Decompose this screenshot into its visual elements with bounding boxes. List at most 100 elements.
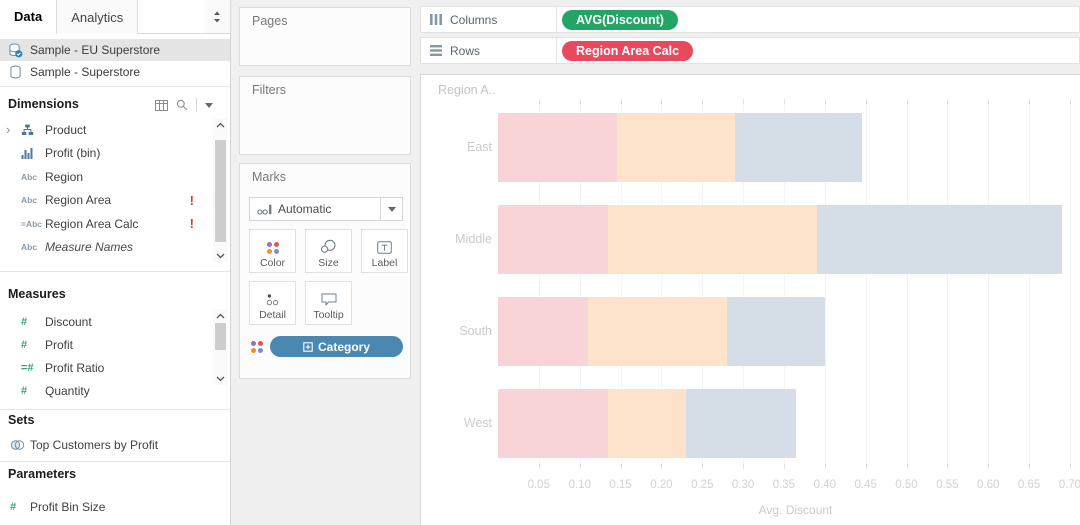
bar-row-east	[498, 113, 862, 182]
field-row-profit-bin[interactable]: Profit (bin)	[0, 142, 212, 166]
measures-list: #Discount#Profit=#Profit Ratio#Quantity#…	[0, 310, 212, 410]
scroll-up-icon[interactable]	[213, 118, 228, 131]
scroll-thumb[interactable]	[215, 323, 226, 350]
scroll-down-icon[interactable]	[213, 249, 228, 262]
filters-card[interactable]: Filters	[239, 76, 411, 155]
field-label: Measure Names	[45, 240, 134, 255]
abc-icon: Abc	[21, 171, 38, 182]
scroll-up-icon[interactable]	[213, 309, 228, 322]
bar-segment-segment-pink[interactable]	[498, 389, 609, 458]
measures-scrollbar[interactable]	[213, 309, 228, 385]
datasource-label: Sample - Superstore	[30, 65, 141, 79]
view-data-grid-icon[interactable]	[155, 99, 168, 111]
dimensions-header-icons	[155, 98, 213, 112]
bar-segment-segment-blue[interactable]	[735, 113, 862, 182]
axis-tick	[620, 464, 622, 469]
avg-discount-pill[interactable]: AVG(Discount)	[562, 9, 678, 30]
number-icon: #	[21, 384, 28, 397]
field-label: Profit Ratio	[45, 360, 105, 375]
x-tick-label: 0.05	[527, 479, 550, 491]
field-label: Quantity	[45, 383, 90, 398]
label-button[interactable]: Label	[361, 229, 408, 273]
dropdown-caret-icon[interactable]	[380, 198, 402, 220]
row-label-east[interactable]: East	[466, 139, 492, 154]
region-area-calc-pill[interactable]: Region Area Calc	[562, 40, 694, 61]
venn-icon	[10, 439, 30, 451]
field-row-top-customers-by-profit[interactable]: Top Customers by Profit	[0, 433, 228, 456]
abc-icon: Abc	[21, 242, 38, 253]
search-icon[interactable]	[176, 99, 188, 111]
bar-segment-segment-peach[interactable]	[587, 297, 727, 366]
field-row-discount[interactable]: # Discount	[0, 310, 212, 333]
bar-segment-segment-peach[interactable]	[616, 113, 735, 182]
marks-card: Marks Automatic Color Size	[239, 163, 411, 379]
bar-row-west	[498, 389, 797, 458]
bar-segment-segment-pink[interactable]	[498, 205, 609, 274]
data-pane: Data Analytics Sample - EU Superstore Sa…	[0, 0, 231, 525]
x-tick-label: 0.30	[731, 479, 755, 491]
field-label: Region Area Calc	[45, 216, 139, 231]
datasource-eu-superstore[interactable]: Sample - EU Superstore	[0, 39, 230, 61]
mark-type-value: Automatic	[278, 202, 332, 216]
field-row-measure-names[interactable]: Abc Measure Names	[0, 236, 212, 260]
database-icon	[8, 65, 23, 80]
error-icon: !	[189, 192, 194, 208]
chevron-down-icon[interactable]	[205, 102, 213, 108]
detail-button[interactable]: Detail	[249, 281, 296, 325]
axis-tick	[1029, 99, 1031, 104]
field-row-region[interactable]: Abc Region	[0, 165, 212, 189]
gridline	[783, 99, 785, 469]
field-row-profit[interactable]: # Profit	[0, 333, 212, 356]
field-row-quantity[interactable]: # Quantity	[0, 379, 212, 402]
rows-shelf[interactable]: Rows Region Area Calc	[420, 37, 1080, 64]
bar-segment-segment-pink[interactable]	[498, 297, 588, 366]
pages-card[interactable]: Pages	[239, 7, 411, 66]
row-label-south[interactable]: South	[459, 323, 492, 338]
expander-icon[interactable]: ›	[6, 121, 11, 137]
bar-segment-segment-blue[interactable]	[816, 205, 1062, 274]
measures-header: Measures	[8, 287, 66, 301]
divider	[0, 271, 230, 272]
gridline	[906, 99, 908, 469]
bar-segment-segment-peach[interactable]	[608, 389, 686, 458]
marks-label: Marks	[252, 170, 287, 184]
tab-analytics[interactable]: Analytics	[57, 0, 139, 34]
field-row-profit-ratio[interactable]: =# Profit Ratio	[0, 356, 212, 379]
field-row-region-area-calc[interactable]: =Abc Region Area Calc!	[0, 212, 212, 236]
database-selected-icon	[8, 43, 23, 58]
scroll-thumb[interactable]	[215, 140, 226, 242]
color-button[interactable]: Color	[249, 229, 296, 273]
dimensions-scrollbar[interactable]	[213, 118, 228, 262]
category-pill[interactable]: Category	[270, 336, 403, 357]
field-label: Region	[45, 169, 84, 184]
x-tick-label: 0.50	[895, 479, 918, 491]
field-row-sales[interactable]: #Sales	[0, 402, 212, 410]
axis-tick	[538, 99, 540, 104]
number-icon: #	[21, 408, 45, 410]
field-row-product[interactable]: › Product	[0, 118, 212, 142]
datasource-superstore[interactable]: Sample - Superstore	[0, 61, 230, 83]
axis-tick	[947, 464, 949, 469]
row-label-west[interactable]: West	[463, 415, 492, 430]
size-button[interactable]: Size	[305, 229, 352, 273]
tooltip-button[interactable]: Tooltip	[305, 281, 352, 325]
box-plus-icon[interactable]	[303, 341, 313, 352]
scroll-down-icon[interactable]	[213, 372, 228, 385]
field-row-region-area[interactable]: Abc Region Area!	[0, 189, 212, 213]
mark-type-dropdown[interactable]: Automatic	[249, 197, 403, 221]
bar-segment-segment-blue[interactable]	[685, 389, 797, 458]
axis-tick	[783, 99, 785, 104]
parameters-list: # Profit Bin Size	[0, 495, 228, 518]
datasource-label: Sample - EU Superstore	[30, 43, 161, 57]
row-field-header[interactable]: Region A..	[438, 83, 496, 97]
bar-segment-segment-peach[interactable]	[608, 205, 817, 274]
bar-segment-segment-pink[interactable]	[498, 113, 617, 182]
tab-data[interactable]: Data	[0, 0, 58, 34]
sort-fields-icon[interactable]	[204, 0, 230, 33]
columns-shelf[interactable]: Columns AVG(Discount)	[420, 6, 1080, 33]
field-row-profit-bin-size[interactable]: # Profit Bin Size	[0, 495, 228, 518]
histogram-icon	[21, 147, 45, 160]
bar-segment-segment-blue[interactable]	[726, 297, 825, 366]
row-label-middle[interactable]: Middle	[455, 231, 492, 246]
